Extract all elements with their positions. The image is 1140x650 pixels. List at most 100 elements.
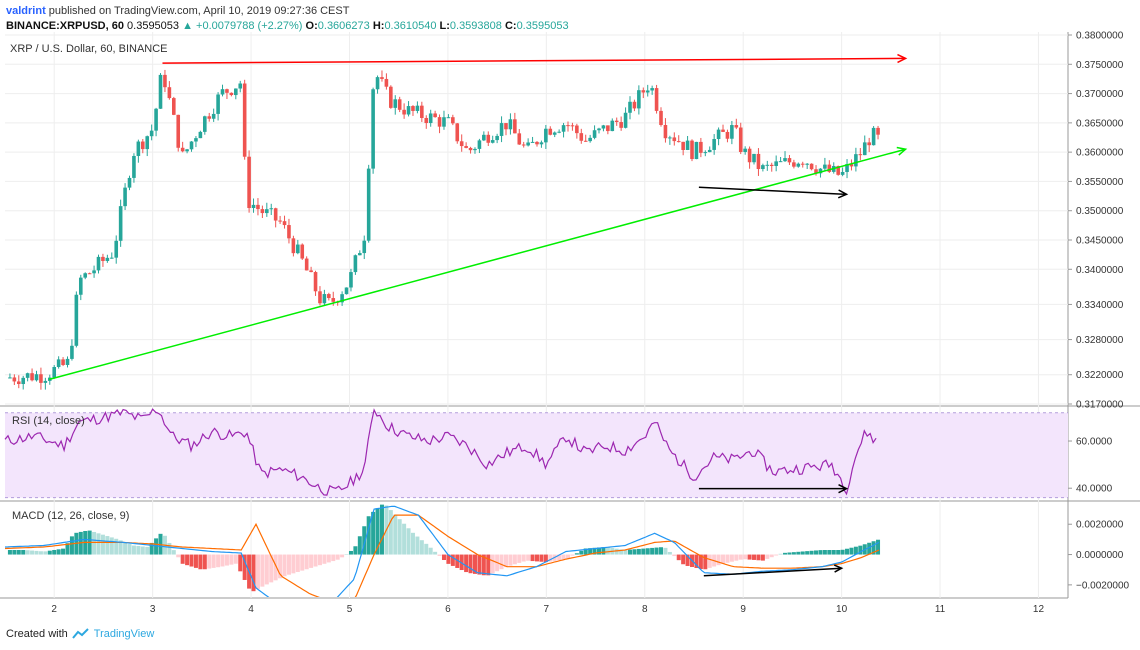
candle-body <box>552 132 557 135</box>
author-link[interactable]: valdrint <box>6 5 46 17</box>
macd-histogram-bar <box>65 543 70 555</box>
macd-histogram-bar <box>565 554 570 559</box>
candle-body <box>645 90 650 93</box>
price-panel-title: XRP / U.S. Dollar, 60, BINANCE <box>10 43 168 55</box>
candle-body <box>778 161 783 163</box>
candle-body <box>180 147 185 152</box>
candle-body <box>198 131 203 139</box>
candle-body <box>167 87 172 99</box>
candle-body <box>327 294 331 299</box>
macd-histogram-bar <box>455 554 460 568</box>
rsi-line <box>4 408 877 496</box>
candle-body <box>92 270 96 274</box>
candle-body <box>765 164 770 166</box>
candle-body <box>30 373 34 381</box>
candle-body <box>721 129 725 132</box>
macd-histogram-bar <box>659 547 664 555</box>
macd-histogram-bar <box>534 554 539 562</box>
candle-body <box>619 122 623 128</box>
candle-body <box>575 125 579 134</box>
candle-body <box>216 94 220 114</box>
candle-body <box>56 359 61 368</box>
macd-histogram-bar <box>402 523 407 555</box>
candle-body <box>411 106 415 111</box>
macd-histogram-bar <box>233 554 238 564</box>
x-tick-label: 6 <box>445 604 451 615</box>
x-tick-label: 5 <box>347 604 353 615</box>
candle-body <box>862 142 867 156</box>
macd-histogram-bar <box>481 554 486 576</box>
candle-body <box>194 138 198 142</box>
macd-histogram-bar <box>326 554 331 563</box>
open-label: O: <box>305 20 318 32</box>
macd-histogram-bar <box>375 508 380 555</box>
macd-histogram-bar <box>216 554 221 568</box>
candle-body <box>229 92 234 96</box>
macd-histogram-bar <box>34 550 39 555</box>
macd-histogram-bar <box>486 554 491 576</box>
macd-histogram-bar <box>597 547 602 555</box>
candle-body <box>676 141 681 143</box>
candle-body <box>140 141 145 150</box>
macd-histogram-bar <box>791 552 796 555</box>
candle-body <box>650 88 654 91</box>
candle-body <box>402 109 406 115</box>
candle-body <box>251 204 256 209</box>
candle-body <box>300 244 305 259</box>
macd-histogram-bar <box>388 510 393 555</box>
candle-body <box>482 134 486 141</box>
macd-histogram-bar <box>149 542 154 555</box>
candle-body <box>805 163 809 165</box>
candle-body <box>628 101 632 113</box>
last-price: 0.3595053 <box>127 20 180 32</box>
candle-body <box>876 127 880 135</box>
macd-histogram-bar <box>189 554 194 567</box>
candle-body <box>123 187 127 207</box>
candle-body <box>269 208 274 210</box>
candle-body <box>597 128 601 131</box>
candle-body <box>136 141 141 156</box>
macd-histogram-bar <box>198 554 203 570</box>
ohlc-line: BINANCE:XRPUSD, 60 0.3595053 ▲ +0.007978… <box>6 19 906 34</box>
macd-panel-title: MACD (12, 26, close, 9) <box>12 510 129 522</box>
macd-histogram-bar <box>30 550 35 555</box>
tradingview-brand[interactable]: TradingView <box>93 628 155 640</box>
candle-body <box>495 135 499 141</box>
candle-body <box>681 141 685 150</box>
candle-body <box>827 164 832 172</box>
candle-body <box>43 380 48 383</box>
candle-body <box>566 125 570 127</box>
macd-histogram-bar <box>579 550 584 555</box>
candle-body <box>854 154 858 167</box>
macd-histogram-bar <box>845 548 850 555</box>
candle-body <box>521 144 526 146</box>
macd-histogram-bar <box>25 550 30 555</box>
candle-body <box>322 294 327 304</box>
candle-body <box>21 377 26 385</box>
candle-body <box>659 110 663 125</box>
candle-body <box>340 294 344 303</box>
created-with-text: Created with <box>6 628 68 640</box>
candle-body <box>637 90 641 109</box>
candle-body <box>366 168 371 241</box>
candle-body <box>743 148 747 152</box>
macd-histogram-bar <box>769 554 774 558</box>
candle-body <box>623 112 628 128</box>
candle-body <box>530 141 535 143</box>
macd-histogram-bar <box>52 550 57 555</box>
macd-histogram-bar <box>428 547 433 555</box>
macd-histogram-bar <box>433 551 438 555</box>
candle-body <box>428 113 433 124</box>
macd-histogram-bar <box>778 553 783 555</box>
macd-histogram-bar <box>229 554 234 565</box>
candle-body <box>207 116 212 119</box>
macd-histogram-bar <box>176 554 181 558</box>
candle-body <box>490 140 495 143</box>
macd-histogram-bar <box>335 554 340 560</box>
macd-histogram-bar <box>499 554 504 570</box>
macd-histogram-bar <box>592 547 597 555</box>
candle-body <box>172 98 176 115</box>
candle-body <box>486 134 491 143</box>
macd-histogram-bar <box>140 546 145 555</box>
